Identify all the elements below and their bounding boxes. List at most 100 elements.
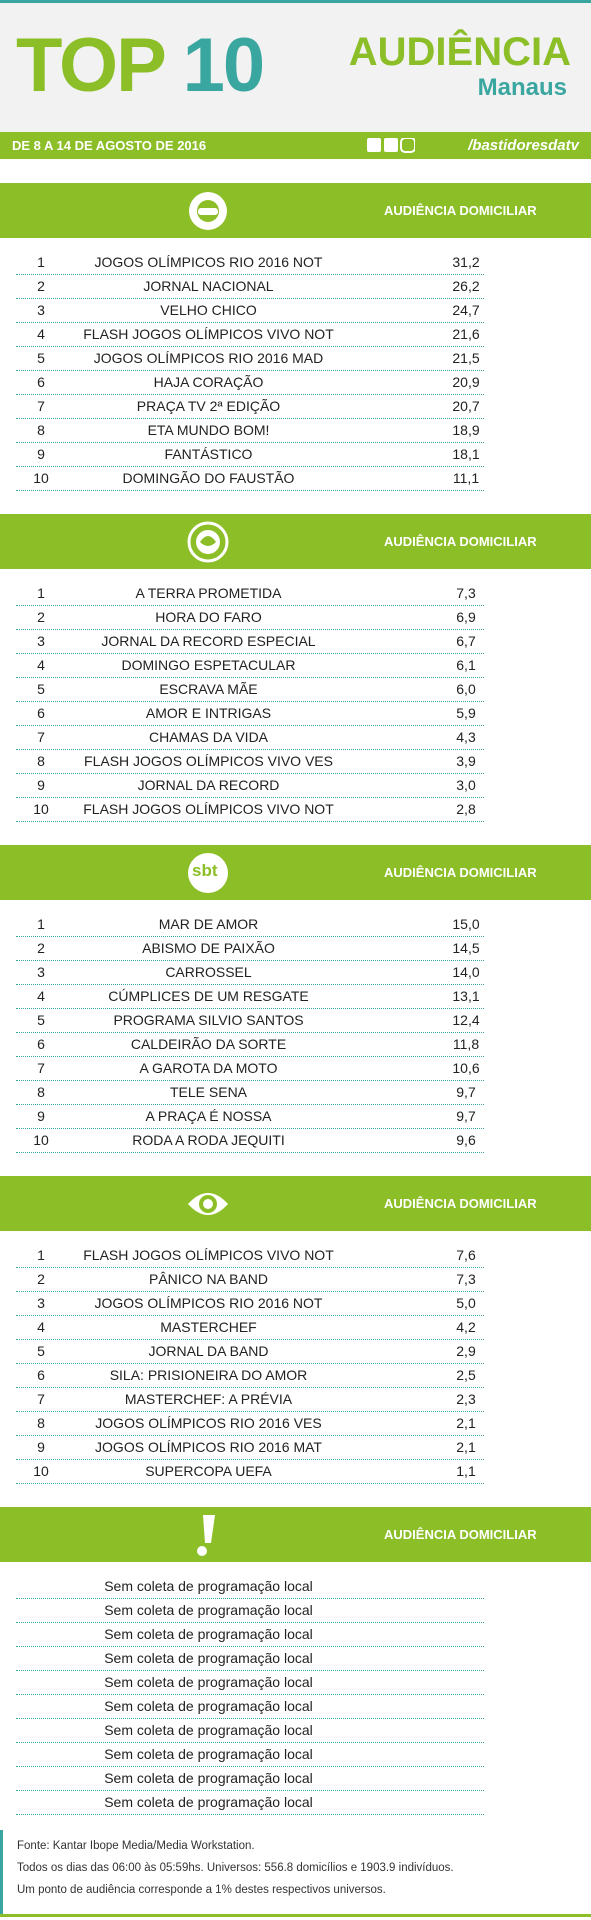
brand: AUDIÊNCIA xyxy=(348,30,571,74)
table-row: 8 ETA MUNDO BOM! 18,9 xyxy=(16,418,484,443)
section-header: AUDIÊNCIA DOMICILIAR xyxy=(0,1176,591,1231)
section-header: AUDIÊNCIA DOMICILIAR xyxy=(0,183,591,238)
program: JORNAL DA BAND xyxy=(148,1343,269,1359)
table-row: 9 JORNAL DA RECORD 3,0 xyxy=(16,773,484,798)
table-row: 2 ABISMO DE PAIXÃO 14,5 xyxy=(16,936,484,961)
rank: 5 xyxy=(37,1343,45,1359)
rank: 7 xyxy=(37,1060,45,1076)
rank: 3 xyxy=(37,1295,45,1311)
program: ESCRAVA MÃE xyxy=(159,681,258,697)
rank: 2 xyxy=(37,278,45,294)
logo-text: sbt xyxy=(192,861,218,880)
program: MASTERCHEF xyxy=(160,1319,257,1335)
rating: 6,1 xyxy=(456,657,476,673)
rank: 10 xyxy=(33,1463,49,1479)
table-row: 4 DOMINGO ESPETACULAR 6,1 xyxy=(16,653,484,678)
rating: 18,1 xyxy=(452,446,480,462)
table-row: 4 FLASH JOGOS OLÍMPICOS VIVO NOT 21,6 xyxy=(16,322,484,347)
rank: 8 xyxy=(37,422,45,438)
program: SUPERCOPA UEFA xyxy=(145,1463,272,1479)
table-row: 3 VELHO CHICO 24,7 xyxy=(16,298,484,323)
program: JOGOS OLÍMPICOS RIO 2016 MAD xyxy=(93,350,324,366)
rating: 14,0 xyxy=(452,964,480,980)
rank: 9 xyxy=(37,777,45,793)
program: HAJA CORAÇÃO xyxy=(153,374,264,390)
program: DOMINGO ESPETACULAR xyxy=(121,657,296,673)
program: JOGOS OLÍMPICOS RIO 2016 NOT xyxy=(94,1295,323,1311)
program: FLASH JOGOS OLÍMPICOS VIVO NOT xyxy=(83,326,334,342)
table-row: 6 AMOR E INTRIGAS 5,9 xyxy=(16,701,484,726)
table-row: 10 DOMINGÃO DO FAUSTÃO 11,1 xyxy=(16,466,484,491)
rating: 11,8 xyxy=(452,1036,480,1052)
program: Sem coleta de programação local xyxy=(104,1650,313,1666)
table-row: 2 PÂNICO NA BAND 7,3 xyxy=(16,1267,484,1292)
table-row: 8 JOGOS OLÍMPICOS RIO 2016 VES 2,1 xyxy=(16,1411,484,1436)
channel-logo xyxy=(189,192,227,230)
rating: 3,9 xyxy=(456,753,476,769)
rating: 4,2 xyxy=(456,1319,476,1335)
table-row: Sem coleta de programação local xyxy=(16,1574,484,1599)
rating: 5,0 xyxy=(456,1295,476,1311)
column-label: AUDIÊNCIA DOMICILIAR xyxy=(384,1527,537,1542)
table-row: 4 MASTERCHEF 4,2 xyxy=(16,1315,484,1340)
rank: 6 xyxy=(37,374,45,390)
section-header: AUDIÊNCIA DOMICILIAR xyxy=(0,1507,591,1562)
program: ETA MUNDO BOM! xyxy=(147,422,270,438)
table-row: Sem coleta de programação local xyxy=(16,1718,484,1743)
rank: 4 xyxy=(37,326,45,342)
program: MAR DE AMOR xyxy=(158,916,259,932)
footer: Fonte: Kantar Ibope Media/Media Workstat… xyxy=(0,1830,591,1914)
program: SILA: PRISIONEIRA DO AMOR xyxy=(109,1367,308,1383)
rank: 4 xyxy=(37,1319,45,1335)
rating: 24,7 xyxy=(452,302,480,318)
table-row: 8 FLASH JOGOS OLÍMPICOS VIVO VES 3,9 xyxy=(16,749,484,774)
rank: 7 xyxy=(37,1391,45,1407)
table-row: 6 SILA: PRISIONEIRA DO AMOR 2,5 xyxy=(16,1363,484,1388)
column-label: AUDIÊNCIA DOMICILIAR xyxy=(384,203,537,218)
table-row: 5 ESCRAVA MÃE 6,0 xyxy=(16,677,484,702)
program: CÚMPLICES DE UM RESGATE xyxy=(108,988,309,1004)
program: ABISMO DE PAIXÃO xyxy=(142,940,275,956)
program: JOGOS OLÍMPICOS RIO 2016 NOT xyxy=(94,254,323,270)
rating: 21,5 xyxy=(452,350,480,366)
program: FLASH JOGOS OLÍMPICOS VIVO NOT xyxy=(83,801,334,817)
table-row: 5 JORNAL DA BAND 2,9 xyxy=(16,1339,484,1364)
program: AMOR E INTRIGAS xyxy=(145,705,272,721)
program: JOGOS OLÍMPICOS RIO 2016 VES xyxy=(95,1415,322,1431)
table-row: 10 FLASH JOGOS OLÍMPICOS VIVO NOT 2,8 xyxy=(16,797,484,822)
table-row: Sem coleta de programação local xyxy=(16,1646,484,1671)
table-row: Sem coleta de programação local xyxy=(16,1742,484,1767)
rating: 7,3 xyxy=(456,585,476,601)
channel-logo xyxy=(187,521,229,563)
rank: 9 xyxy=(37,1108,45,1124)
program: CHAMAS DA VIDA xyxy=(148,729,269,745)
program: JOGOS OLÍMPICOS RIO 2016 MAT xyxy=(95,1439,322,1455)
table-row: Sem coleta de programação local xyxy=(16,1598,484,1623)
table-row: Sem coleta de programação local xyxy=(16,1790,484,1815)
table-row: 7 A GAROTA DA MOTO 10,6 xyxy=(16,1056,484,1081)
table-row: 7 MASTERCHEF: A PRÉVIA 2,3 xyxy=(16,1387,484,1412)
program: JORNAL NACIONAL xyxy=(143,278,274,294)
rank: 2 xyxy=(37,609,45,625)
table-row: 2 HORA DO FARO 6,9 xyxy=(16,605,484,630)
rating: 6,9 xyxy=(456,609,476,625)
rating: 2,1 xyxy=(456,1415,476,1431)
table-row: 3 JOGOS OLÍMPICOS RIO 2016 NOT 5,0 xyxy=(16,1291,484,1316)
program: FLASH JOGOS OLÍMPICOS VIVO VES xyxy=(84,753,333,769)
rating: 20,7 xyxy=(452,398,480,414)
table-row: 7 CHAMAS DA VIDA 4,3 xyxy=(16,725,484,750)
rank: 9 xyxy=(37,1439,45,1455)
rating: 2,8 xyxy=(456,801,476,817)
date: DE 8 A 14 DE AGOSTO DE 2016 xyxy=(12,138,207,153)
rank: 5 xyxy=(37,1012,45,1028)
rating: 31,2 xyxy=(452,254,480,270)
program: Sem coleta de programação local xyxy=(104,1746,313,1762)
program: PÂNICO NA BAND xyxy=(148,1271,269,1287)
table-row: 9 JOGOS OLÍMPICOS RIO 2016 MAT 2,1 xyxy=(16,1435,484,1460)
rank: 1 xyxy=(37,916,45,932)
program: VELHO CHICO xyxy=(160,302,257,318)
program: PRAÇA TV 2ª EDIÇÃO xyxy=(136,398,281,414)
rank: 6 xyxy=(37,1367,45,1383)
rank: 7 xyxy=(37,398,45,414)
